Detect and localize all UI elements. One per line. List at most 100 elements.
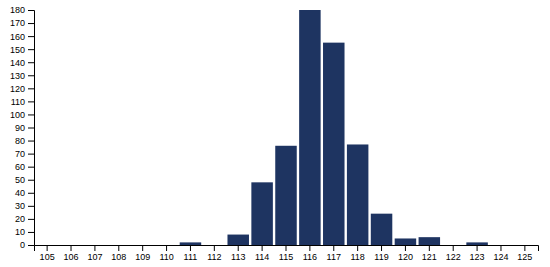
x-tick-mark xyxy=(238,245,239,251)
y-tick: 180 xyxy=(10,5,34,15)
y-tick-label: 180 xyxy=(10,5,25,15)
x-tick: 116 xyxy=(303,245,317,262)
y-tick-mark xyxy=(28,101,34,102)
x-tick-mark xyxy=(286,245,287,251)
y-tick-mark xyxy=(28,219,34,220)
x-tick-mark xyxy=(309,245,310,251)
x-tick: 117 xyxy=(327,245,341,262)
x-tick-mark xyxy=(94,245,95,251)
x-tick: 107 xyxy=(87,245,102,262)
x-tick-label: 118 xyxy=(350,252,364,262)
y-tick-mark xyxy=(28,193,34,194)
y-tick: 70 xyxy=(15,149,34,159)
y-tick-mark xyxy=(28,128,34,129)
y-tick: 160 xyxy=(10,31,34,41)
bar xyxy=(490,245,511,246)
y-tick: 100 xyxy=(10,110,34,120)
bar xyxy=(347,144,368,245)
y-tick: 50 xyxy=(15,175,34,185)
bar xyxy=(180,242,201,245)
y-tick-mark xyxy=(28,36,34,37)
y-tick-label: 90 xyxy=(15,123,25,133)
bar xyxy=(84,245,105,246)
bars xyxy=(180,10,488,245)
x-tick-label: 124 xyxy=(493,252,508,262)
bar xyxy=(251,182,272,245)
y-tick-mark xyxy=(28,206,34,207)
y-tick-label: 0 xyxy=(20,240,25,250)
y-tick-mark xyxy=(28,232,34,233)
y-tick-label: 110 xyxy=(11,97,25,107)
x-tick-mark xyxy=(214,245,215,251)
x-tick: 119 xyxy=(374,245,388,262)
x-tick-label: 109 xyxy=(135,252,150,262)
x-tick-mark xyxy=(166,245,167,251)
x-tick-label: 114 xyxy=(255,252,269,262)
y-tick: 130 xyxy=(10,71,34,81)
x-tick: 124 xyxy=(493,245,508,262)
x-tick-label: 119 xyxy=(374,252,388,262)
x-tick-label: 106 xyxy=(64,252,79,262)
x-tick: 108 xyxy=(111,245,126,262)
bar xyxy=(275,146,296,245)
bar xyxy=(419,237,440,245)
y-tick-label: 30 xyxy=(15,201,25,211)
x-tick: 105 xyxy=(40,245,55,262)
y-tick: 20 xyxy=(15,214,34,224)
bar xyxy=(395,238,416,245)
x-tick-label: 108 xyxy=(111,252,126,262)
x-tick-label: 112 xyxy=(207,252,221,262)
y-tick-label: 160 xyxy=(10,31,25,41)
y-tick: 90 xyxy=(15,123,34,133)
y-tick-mark xyxy=(28,154,34,155)
bar xyxy=(371,214,392,245)
x-tick-mark xyxy=(262,245,263,251)
y-tick-label: 70 xyxy=(15,149,25,159)
y-tick-mark xyxy=(28,141,34,142)
x-axis-line xyxy=(35,246,539,252)
y-axis: 0102030405060708090100110120130140150160… xyxy=(10,5,35,250)
y-axis-line xyxy=(28,11,35,246)
x-tick: 123 xyxy=(470,245,485,262)
bar xyxy=(442,245,463,246)
y-tick-mark xyxy=(28,167,34,168)
bar xyxy=(466,242,487,245)
x-tick-label: 115 xyxy=(279,252,293,262)
y-tick: 170 xyxy=(10,18,34,28)
y-tick-mark xyxy=(28,114,34,115)
y-tick: 110 xyxy=(11,97,34,107)
x-tick-mark xyxy=(453,245,454,251)
y-tick-label: 20 xyxy=(15,214,25,224)
y-tick: 150 xyxy=(10,45,34,55)
x-tick-mark xyxy=(71,245,72,251)
y-tick: 0 xyxy=(20,240,34,250)
y-tick-label: 170 xyxy=(10,18,25,28)
x-tick-mark xyxy=(500,245,501,251)
x-tick-mark xyxy=(357,245,358,251)
bar xyxy=(36,245,57,246)
y-tick-label: 10 xyxy=(15,227,25,237)
x-tick: 122 xyxy=(446,245,461,262)
x-tick-label: 111 xyxy=(184,252,198,262)
y-tick: 40 xyxy=(15,188,34,198)
x-tick-label: 110 xyxy=(159,252,173,262)
y-tick-label: 150 xyxy=(10,45,25,55)
y-tick-mark xyxy=(28,75,34,76)
y-tick-label: 120 xyxy=(10,84,25,94)
x-tick: 118 xyxy=(350,245,364,262)
x-tick: 115 xyxy=(279,245,293,262)
chart: 0102030405060708090100110120130140150160… xyxy=(0,0,550,267)
x-tick: 106 xyxy=(64,245,79,262)
y-tick-label: 130 xyxy=(10,71,25,81)
x-tick: 111 xyxy=(184,245,198,262)
y-tick-label: 140 xyxy=(10,58,25,68)
y-tick: 30 xyxy=(15,201,34,211)
bar xyxy=(156,245,177,246)
x-tick-label: 117 xyxy=(327,252,341,262)
y-tick-mark xyxy=(28,62,34,63)
bar xyxy=(227,235,248,245)
y-tick-mark xyxy=(28,49,34,50)
y-tick-label: 100 xyxy=(10,110,25,120)
x-tick-label: 116 xyxy=(303,252,317,262)
x-axis: 1051061071081091101111121131141151161171… xyxy=(35,245,539,262)
